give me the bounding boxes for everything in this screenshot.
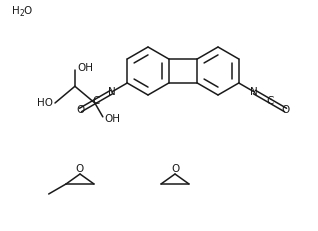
Text: O: O	[76, 105, 85, 115]
Text: N: N	[251, 87, 258, 97]
Text: HO: HO	[37, 98, 53, 108]
Text: 2: 2	[19, 9, 24, 18]
Text: O: O	[281, 105, 290, 115]
Text: O: O	[76, 164, 84, 174]
Text: C: C	[266, 96, 274, 106]
Text: OH: OH	[77, 63, 93, 73]
Text: C: C	[92, 96, 100, 106]
Text: N: N	[108, 87, 115, 97]
Text: O: O	[23, 6, 31, 16]
Text: OH: OH	[105, 114, 121, 124]
Text: O: O	[171, 164, 179, 174]
Text: H: H	[12, 6, 20, 16]
